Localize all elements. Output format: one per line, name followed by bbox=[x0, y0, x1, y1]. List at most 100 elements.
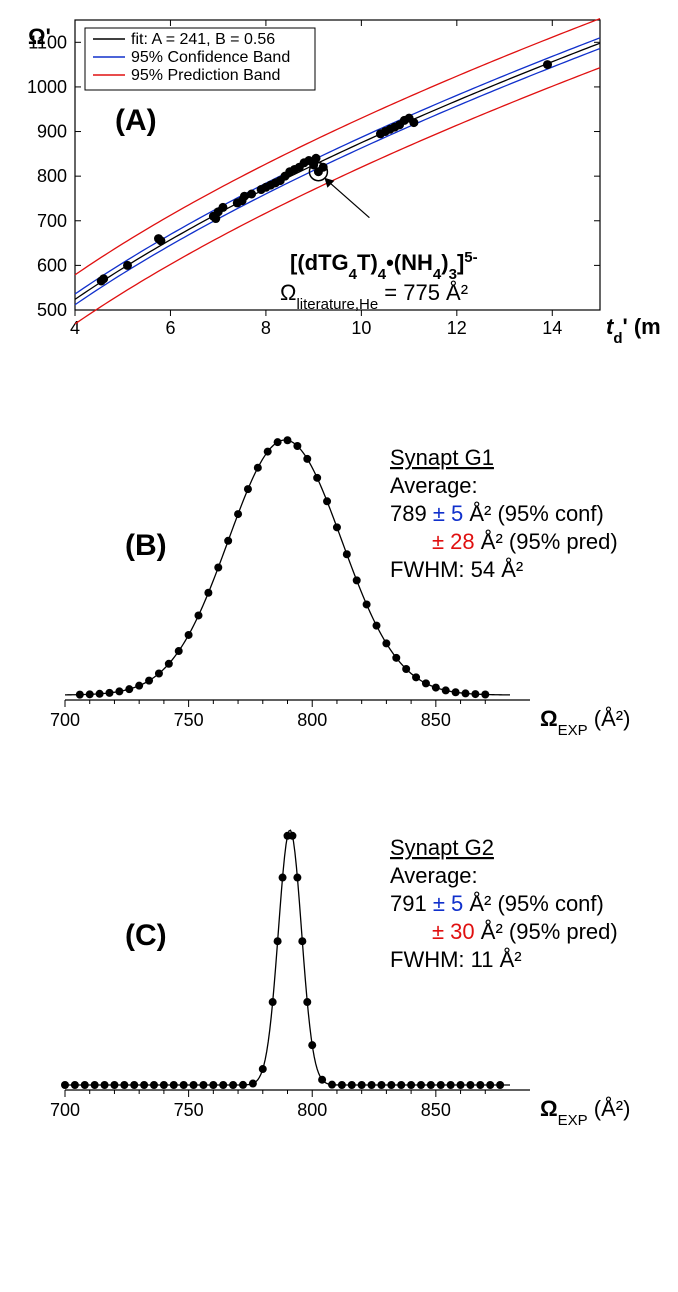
peak-point bbox=[338, 1081, 346, 1089]
peak-point bbox=[175, 647, 183, 655]
peak-point bbox=[145, 677, 153, 685]
peak-point bbox=[254, 464, 262, 472]
legend-label: fit: A = 241, B = 0.56 bbox=[131, 31, 275, 48]
peak-point bbox=[298, 937, 306, 945]
annot-avg-label: Average: bbox=[390, 863, 478, 888]
peak-point bbox=[303, 455, 311, 463]
y-tick-label: 800 bbox=[37, 166, 67, 186]
x-tick-label: 700 bbox=[50, 1100, 80, 1120]
peak-point bbox=[190, 1081, 198, 1089]
x-tick-label: 10 bbox=[351, 318, 371, 338]
peak-point bbox=[269, 998, 277, 1006]
annotation-formula: [(dTG4T)4•(NH4)3]5- bbox=[290, 249, 478, 283]
peak-point bbox=[234, 510, 242, 518]
x-axis-label: ΩEXP (Å²) bbox=[540, 1096, 630, 1129]
peak-point bbox=[86, 690, 94, 698]
peak-point bbox=[392, 654, 400, 662]
y-tick-label: 700 bbox=[37, 211, 67, 231]
peak-point bbox=[447, 1081, 455, 1089]
panel-a-svg: 46810121450060070080090010001100Ω'td' (m… bbox=[10, 10, 660, 390]
x-tick-label: 800 bbox=[297, 710, 327, 730]
peak-point bbox=[481, 691, 489, 699]
annot-title: Synapt G1 bbox=[390, 445, 494, 470]
peak-point bbox=[110, 1081, 118, 1089]
peak-point bbox=[318, 1076, 326, 1084]
peak-point bbox=[224, 537, 232, 545]
peak-point bbox=[135, 682, 143, 690]
panel-c-label: (C) bbox=[125, 919, 167, 952]
x-tick-label: 12 bbox=[447, 318, 467, 338]
peak-point bbox=[333, 523, 341, 531]
legend-label: 95% Prediction Band bbox=[131, 67, 280, 84]
y-tick-label: 900 bbox=[37, 122, 67, 142]
peak-point bbox=[358, 1081, 366, 1089]
panel-b-svg: 700750800850ΩEXP (Å²)(B)Synapt G1Average… bbox=[10, 420, 660, 780]
peak-point bbox=[466, 1081, 474, 1089]
annot-avg-value: 791 ± 5 Å² (95% conf) bbox=[390, 891, 604, 916]
peak-point bbox=[96, 690, 104, 698]
scatter-point bbox=[312, 154, 321, 163]
peak-point bbox=[244, 485, 252, 493]
peak-point bbox=[274, 937, 282, 945]
peak-point bbox=[106, 689, 114, 697]
annot-pred-value: ± 28 Å² (95% pred) bbox=[432, 529, 618, 554]
y-axis-label: Ω' bbox=[28, 24, 51, 49]
x-tick-label: 750 bbox=[174, 710, 204, 730]
peak-point bbox=[457, 1081, 465, 1089]
peak-point bbox=[496, 1081, 504, 1089]
scatter-point bbox=[156, 236, 165, 245]
peak-point bbox=[279, 874, 287, 882]
peak-point bbox=[81, 1081, 89, 1089]
peak-point bbox=[115, 687, 123, 695]
peak-point bbox=[140, 1081, 148, 1089]
peak-point bbox=[180, 1081, 188, 1089]
peak-point bbox=[407, 1081, 415, 1089]
panel-b-label: (B) bbox=[125, 529, 167, 562]
annot-title: Synapt G2 bbox=[390, 835, 494, 860]
panel-c-svg: 700750800850ΩEXP (Å²)(C)Synapt G2Average… bbox=[10, 810, 660, 1170]
peak-point bbox=[486, 1081, 494, 1089]
y-tick-label: 1000 bbox=[27, 77, 67, 97]
x-axis-label: ΩEXP (Å²) bbox=[540, 706, 630, 739]
peak-point bbox=[120, 1081, 128, 1089]
peak-point bbox=[348, 1081, 356, 1089]
scatter-point bbox=[543, 60, 552, 69]
y-tick-label: 600 bbox=[37, 255, 67, 275]
peak-point bbox=[101, 1081, 109, 1089]
panel-a-container: 46810121450060070080090010001100Ω'td' (m… bbox=[10, 10, 660, 390]
peak-point bbox=[195, 611, 203, 619]
annot-avg-value: 789 ± 5 Å² (95% conf) bbox=[390, 501, 604, 526]
scatter-point bbox=[405, 114, 414, 123]
peak-point bbox=[323, 497, 331, 505]
x-tick-label: 800 bbox=[297, 1100, 327, 1120]
panel-c-container: 700750800850ΩEXP (Å²)(C)Synapt G2Average… bbox=[10, 810, 660, 1170]
peak-point bbox=[462, 689, 470, 697]
scatter-point bbox=[247, 190, 256, 199]
peak-point bbox=[313, 474, 321, 482]
peak-point bbox=[308, 1041, 316, 1049]
peak-point bbox=[155, 669, 163, 677]
panel-b-container: 700750800850ΩEXP (Å²)(B)Synapt G1Average… bbox=[10, 420, 660, 780]
peak-point bbox=[61, 1081, 69, 1089]
x-tick-label: 8 bbox=[261, 318, 271, 338]
legend-label: 95% Confidence Band bbox=[131, 49, 290, 66]
y-tick-label: 500 bbox=[37, 300, 67, 320]
peak-point bbox=[353, 576, 361, 584]
peak-point bbox=[209, 1081, 217, 1089]
scatter-point bbox=[218, 203, 227, 212]
peak-point bbox=[274, 438, 282, 446]
peak-point bbox=[343, 550, 351, 558]
peak-point bbox=[199, 1081, 207, 1089]
peak-point bbox=[422, 679, 430, 687]
peak-point bbox=[204, 589, 212, 597]
annot-fwhm: FWHM: 54 Å² bbox=[390, 557, 523, 582]
panel-a-label: (A) bbox=[115, 104, 157, 137]
peak-point bbox=[284, 436, 292, 444]
x-tick-label: 6 bbox=[165, 318, 175, 338]
peak-point bbox=[402, 665, 410, 673]
peak-point bbox=[150, 1081, 158, 1089]
peak-point bbox=[328, 1081, 336, 1089]
peak-point bbox=[249, 1080, 257, 1088]
annotation-literature: Ωliterature,He = 775 Å² bbox=[280, 280, 468, 313]
peak-point bbox=[432, 684, 440, 692]
